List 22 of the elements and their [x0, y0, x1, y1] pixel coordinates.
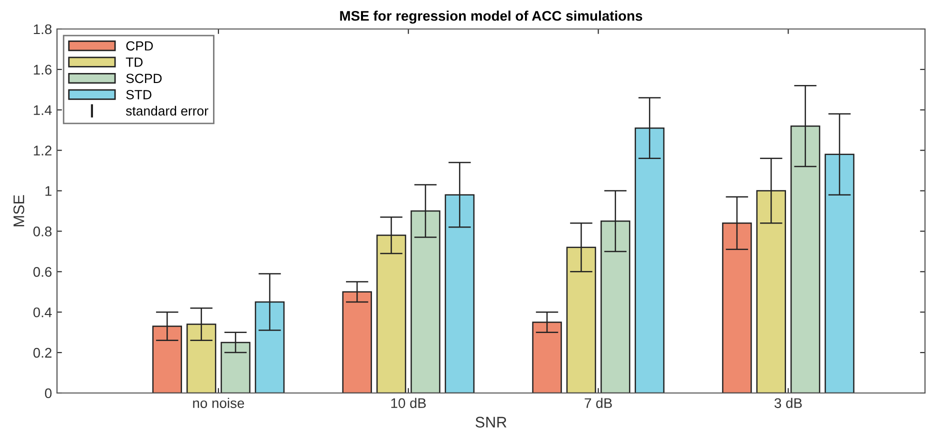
y-tick-label: 1.4	[34, 105, 52, 115]
x-tick-label: no noise	[193, 398, 244, 408]
legend-label: STD	[126, 90, 152, 100]
y-tick-label: 1	[45, 186, 52, 196]
legend-label: SCPD	[126, 74, 162, 84]
y-tick-label: 0.8	[33, 226, 52, 236]
x-axis-title: SNR	[476, 416, 506, 428]
annotation: standard error	[126, 106, 208, 116]
y-tick-label: 0.2	[33, 348, 52, 358]
x-tick-label: 7 dB	[584, 398, 612, 408]
chart-title: MSE for regression model of ACC simulations	[340, 10, 642, 24]
y-tick-label: 1.2	[34, 146, 52, 156]
y-tick-label: 1.8	[34, 24, 52, 34]
x-tick-label: 10 dB	[391, 398, 426, 408]
y-tick-label: 1.6	[34, 64, 52, 75]
x-tick-label: 3 dB	[774, 398, 802, 408]
legend-label: CPD	[126, 41, 153, 51]
y-tick-label: 0.4	[33, 307, 52, 318]
legend-label: TD	[126, 58, 143, 67]
y-tick-label: 0	[44, 388, 52, 398]
y-tick-label: 0.6	[33, 267, 52, 277]
y-axis-title: MSE	[13, 195, 24, 226]
